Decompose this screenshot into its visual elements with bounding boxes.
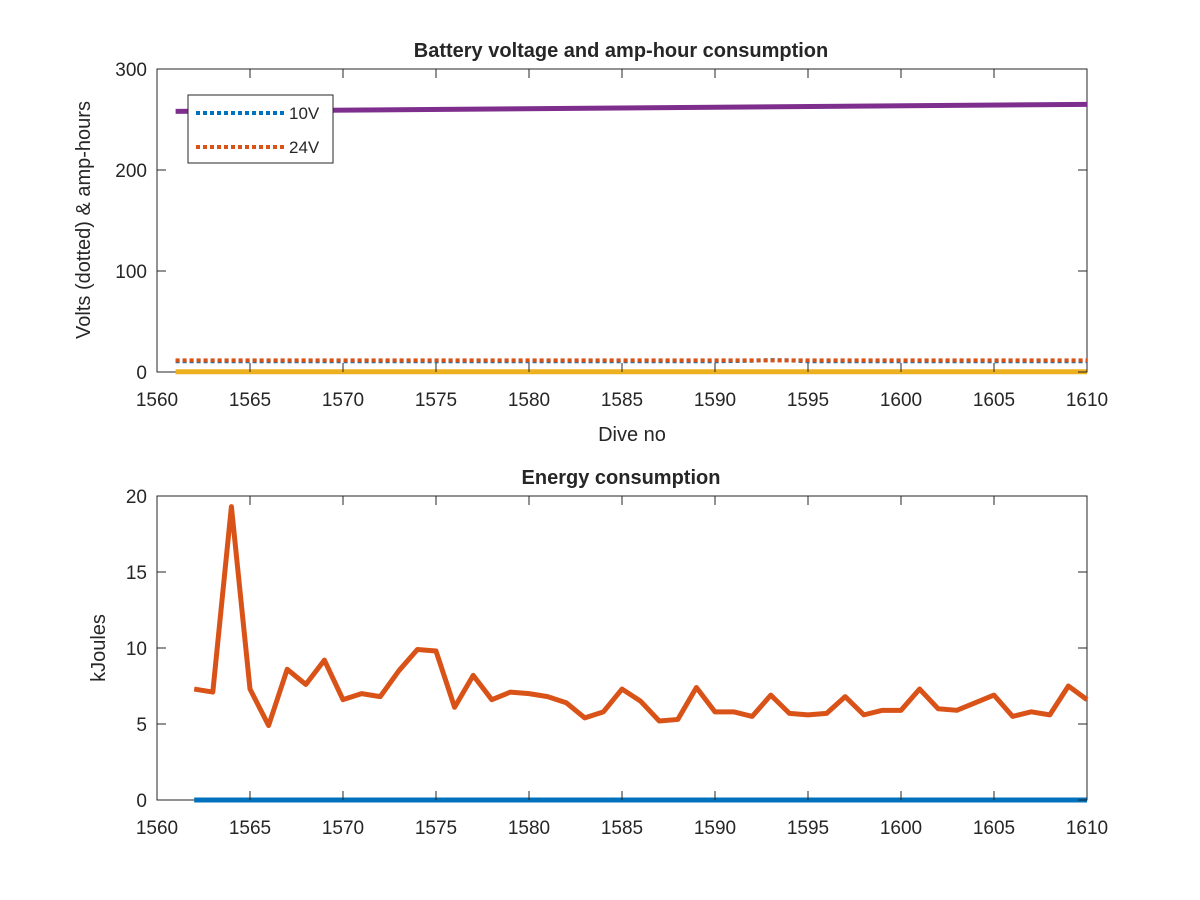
energy-xtick-label-1600: 1600 [880, 818, 922, 839]
energy-chart-title: Energy consumption [522, 467, 721, 489]
voltage-xtick-label-1575: 1575 [415, 390, 457, 411]
voltage-xtick-label-1585: 1585 [601, 390, 643, 411]
energy-chart-ylabel: kJoules [88, 614, 110, 682]
voltage-chart-ylabel: Volts (dotted) & amp-hours [73, 101, 95, 339]
energy-xtick-label-1570: 1570 [322, 818, 364, 839]
energy-xtick-label-1585: 1585 [601, 818, 643, 839]
energy-xtick-label-1595: 1595 [787, 818, 829, 839]
energy-xtick-label-1590: 1590 [694, 818, 736, 839]
energy-xtick-label-1580: 1580 [508, 818, 550, 839]
voltage-chart-xlabel: Dive no [598, 424, 666, 446]
energy-xtick-label-1575: 1575 [415, 818, 457, 839]
voltage-xtick-label-1565: 1565 [229, 390, 271, 411]
energy-ytick-label-10: 10 [126, 639, 147, 660]
voltage-xtick-label-1595: 1595 [787, 390, 829, 411]
energy-xtick-label-1565: 1565 [229, 818, 271, 839]
energy-ytick-label-20: 20 [126, 487, 147, 508]
voltage-xtick-label-1580: 1580 [508, 390, 550, 411]
energy-ytick-label-0: 0 [136, 791, 147, 812]
voltage-ytick-label-100: 100 [115, 262, 147, 283]
energy-axes-box [156, 495, 1088, 801]
voltage-xtick-label-1570: 1570 [322, 390, 364, 411]
voltage-ytick-label-0: 0 [136, 363, 147, 384]
voltage-xtick-label-1590: 1590 [694, 390, 736, 411]
voltage-xtick-label-1610: 1610 [1066, 390, 1108, 411]
energy-chart: Energy consumption 1560 1565 1570 1575 1580 1… [88, 467, 1108, 839]
energy-ytick-label-15: 15 [126, 563, 147, 584]
energy-xtick-label-1610: 1610 [1066, 818, 1108, 839]
energy-series-line-1 [193, 504, 1089, 729]
voltage-ytick-label-300: 300 [115, 60, 147, 81]
energy-plot-area: 1560 1565 1570 1575 1580 1585 1590 1595 1600 1605… [126, 487, 1108, 839]
legend-box [187, 94, 334, 164]
voltage-xtick-label-1560: 1560 [136, 390, 178, 411]
energy-xtick-label-1605: 1605 [973, 818, 1015, 839]
voltage-ytick-label-200: 200 [115, 161, 147, 182]
voltage-chart-title: Battery voltage and amp-hour consumption [414, 40, 828, 62]
energy-xtick-label-1560: 1560 [136, 818, 178, 839]
voltage-xtick-label-1600: 1600 [880, 390, 922, 411]
legend: 10V 24V [187, 94, 334, 164]
legend-label-24v: 24V [289, 138, 320, 157]
energy-ytick-label-5: 5 [136, 715, 147, 736]
legend-label-10v: 10V [289, 104, 320, 123]
voltage-chart: Battery voltage and amp-hour consumption… [73, 40, 1108, 446]
voltage-xtick-label-1605: 1605 [973, 390, 1015, 411]
